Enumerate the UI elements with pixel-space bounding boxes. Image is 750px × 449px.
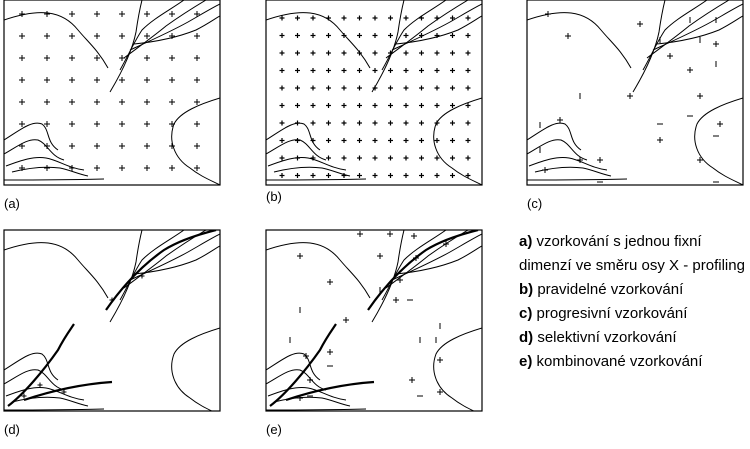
legend-item-d: d) selektivní vzorkování (519, 329, 677, 346)
legend-item-c: c) progresivní vzorkování (519, 305, 688, 322)
legend: a) vzorkování s jednou fixní dimenzí ve … (519, 230, 747, 374)
panel-label-b: (b) (266, 189, 282, 204)
panel-frame-d (3, 229, 221, 412)
sample-point-marks (19, 11, 723, 401)
legend-item-b: b) pravidelné vzorkování (519, 281, 684, 298)
legend-item-e: e) kombinované vzorkování (519, 353, 703, 370)
panel-label-e: (e) (266, 422, 282, 437)
contour-lines-b (266, 0, 482, 185)
panel-frame-a (3, 0, 221, 186)
panel-frame-c (526, 0, 744, 186)
legend-item-a: a) vzorkování s jednou fixní dimenzí ve … (519, 233, 745, 274)
panel-label-a: (a) (4, 196, 20, 211)
contour-lines-c (527, 0, 743, 185)
contour-lines-d (4, 230, 220, 411)
contour-lines-a (4, 0, 220, 185)
panel-label-c: (c) (527, 196, 542, 211)
panel-frame-b (265, 0, 483, 186)
panel-label-d: (d) (4, 422, 20, 437)
panel-frame-e (265, 229, 483, 412)
contour-lines-e (266, 230, 482, 411)
